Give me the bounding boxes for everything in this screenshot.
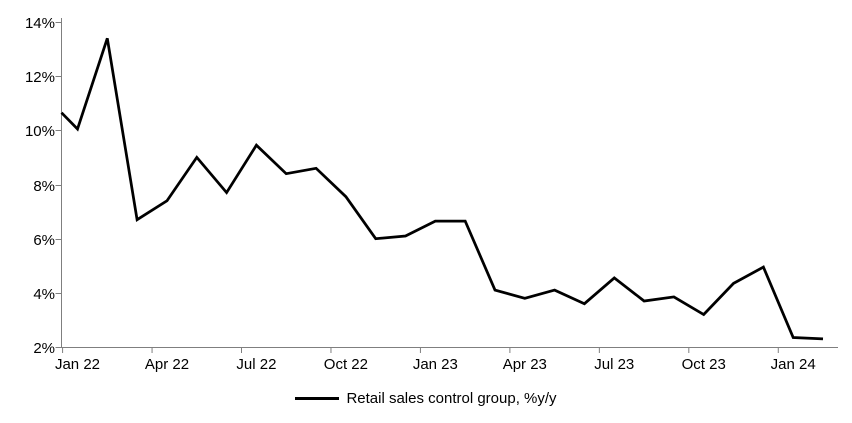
x-axis-label: Apr 23 bbox=[503, 356, 547, 373]
x-axis-label: Jul 23 bbox=[594, 356, 634, 373]
y-axis-label: 12% bbox=[25, 69, 55, 86]
x-axis-label: Oct 22 bbox=[324, 356, 368, 373]
y-axis-label: 8% bbox=[33, 178, 55, 195]
y-axis-label: 4% bbox=[33, 286, 55, 303]
x-axis-label: Jul 22 bbox=[236, 356, 276, 373]
y-axis-label: 2% bbox=[33, 340, 55, 357]
legend-label: Retail sales control group, %y/y bbox=[346, 389, 557, 407]
y-axis-label: 6% bbox=[33, 232, 55, 249]
legend: Retail sales control group, %y/y bbox=[0, 388, 852, 408]
y-axis-label: 10% bbox=[25, 123, 55, 140]
legend-line-sample bbox=[295, 396, 340, 400]
x-axis-label: Apr 22 bbox=[145, 356, 189, 373]
y-axis-label: 14% bbox=[25, 15, 55, 32]
x-axis-label: Jan 23 bbox=[413, 356, 458, 373]
x-axis-label: Jan 22 bbox=[55, 356, 100, 373]
x-axis-label: Oct 23 bbox=[682, 356, 726, 373]
x-axis-label: Jan 24 bbox=[771, 356, 816, 373]
series-line-retail-sales bbox=[60, 37, 824, 341]
